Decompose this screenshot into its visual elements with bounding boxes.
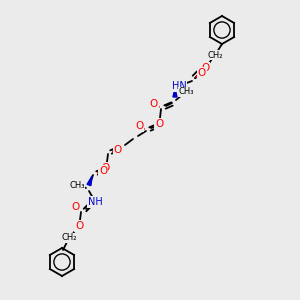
Text: O: O [198,68,206,78]
Text: HN: HN [172,81,186,91]
Polygon shape [173,88,177,97]
Text: O: O [99,166,107,176]
Text: CH₂: CH₂ [61,233,77,242]
Text: O: O [102,163,110,173]
Text: O: O [114,145,122,155]
Text: O: O [155,119,163,129]
Text: O: O [71,202,79,212]
Text: CH₂: CH₂ [207,50,223,59]
Text: CH₃: CH₃ [178,88,194,97]
Text: O: O [201,63,209,73]
Text: NH: NH [88,197,102,207]
Polygon shape [87,176,92,186]
Text: O: O [150,99,158,109]
Text: CH₃: CH₃ [69,181,85,190]
Text: O: O [135,121,143,131]
Text: O: O [75,221,83,231]
